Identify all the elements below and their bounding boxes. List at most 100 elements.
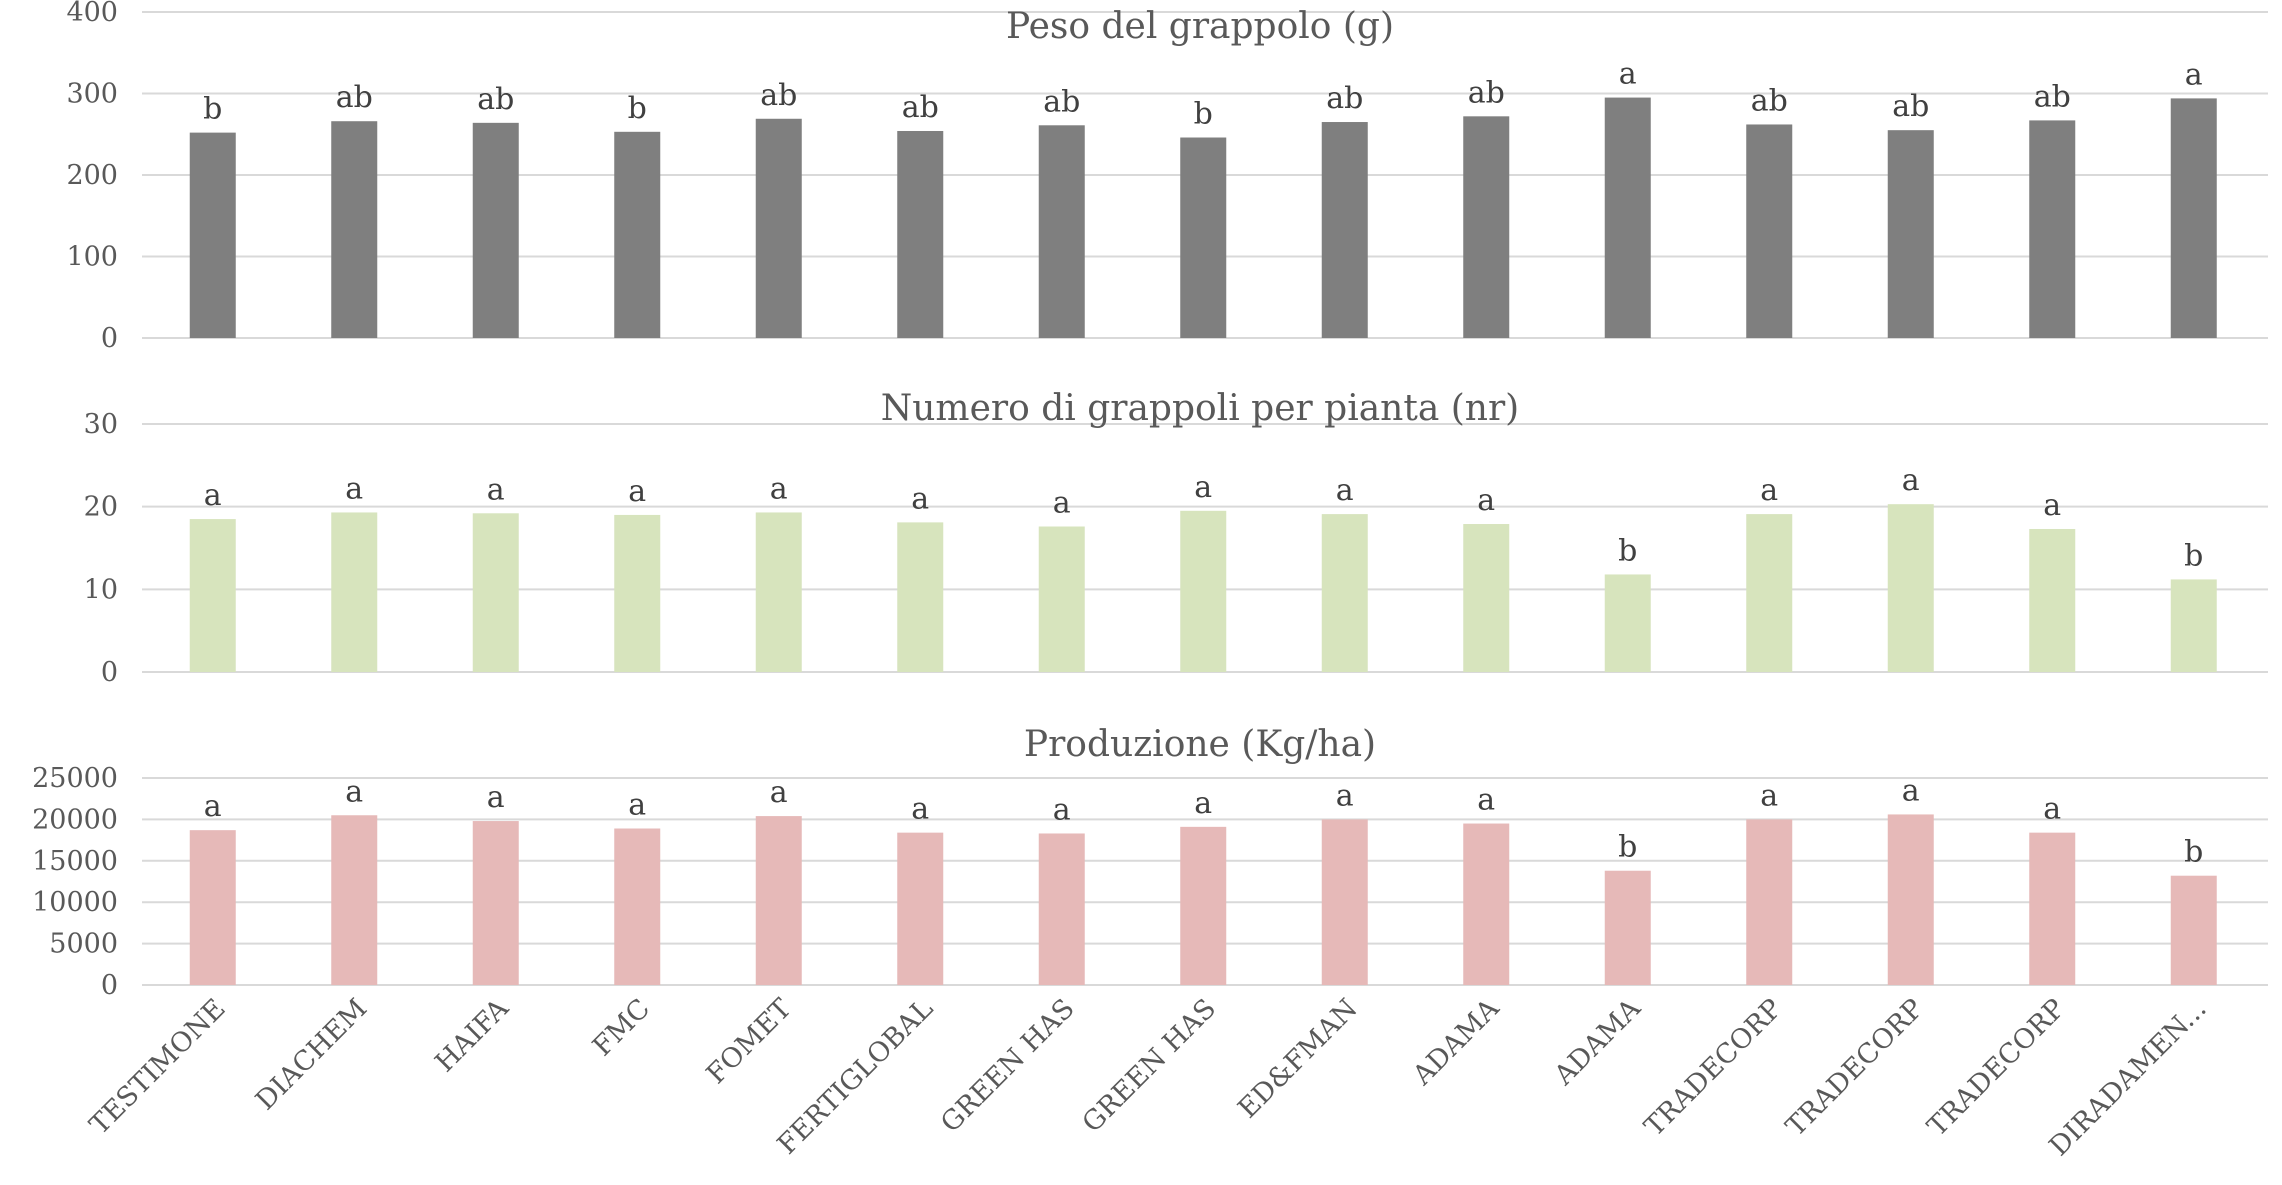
bar-3-13: [1887, 814, 1934, 985]
y-tick-label-3: 15000: [32, 846, 118, 877]
bar-2-5: [755, 512, 802, 672]
bar-1-15: [2170, 98, 2217, 338]
y-tick-label-2: 20: [84, 492, 118, 523]
bar-3-2: [331, 815, 378, 985]
data-label-1-6: ab: [902, 90, 939, 125]
bar-2-10: [1463, 524, 1510, 672]
bar-1-8: [1180, 137, 1227, 338]
category-label-14: TRADECORP: [1922, 993, 2072, 1143]
data-label-2-13: a: [1902, 463, 1920, 498]
data-label-3-7: a: [1053, 792, 1071, 827]
bar-3-8: [1180, 826, 1227, 985]
data-label-1-3: ab: [477, 82, 514, 117]
data-label-3-4: a: [628, 788, 646, 823]
data-label-1-12: ab: [1751, 83, 1788, 118]
y-tick-label-3: 0: [101, 970, 118, 1001]
data-label-1-14: ab: [2034, 79, 2071, 114]
data-label-2-5: a: [770, 471, 788, 506]
data-label-3-14: a: [2043, 792, 2061, 827]
y-tick-label-1: 0: [101, 323, 118, 354]
category-label-3: HAIFA: [429, 993, 515, 1079]
data-label-1-8: b: [1194, 97, 1213, 132]
bar-2-6: [897, 522, 944, 672]
bar-3-10: [1463, 823, 1510, 985]
bar-1-6: [897, 130, 944, 338]
category-label-7: GREEN HAS: [935, 993, 1081, 1139]
data-label-3-2: a: [345, 774, 363, 809]
category-label-9: ED&FMAN: [1232, 993, 1363, 1124]
data-label-3-5: a: [770, 775, 788, 810]
y-tick-label-3: 20000: [32, 804, 118, 835]
bar-1-11: [1604, 97, 1651, 338]
data-label-2-15: b: [2184, 538, 2203, 573]
data-label-3-13: a: [1902, 773, 1920, 808]
bar-1-1: [189, 132, 236, 338]
bar-3-3: [472, 821, 519, 985]
category-label-4: FMC: [587, 993, 656, 1062]
data-label-3-6: a: [911, 792, 929, 827]
bar-3-5: [755, 816, 802, 985]
bar-2-8: [1180, 510, 1227, 672]
chart-title-1: Peso del grappolo (g): [1006, 6, 1394, 47]
data-label-1-10: ab: [1468, 75, 1505, 110]
y-tick-label-2: 0: [101, 657, 118, 688]
data-label-3-1: a: [204, 789, 222, 824]
data-label-2-1: a: [204, 478, 222, 513]
bar-3-1: [189, 830, 236, 985]
bar-2-13: [1887, 504, 1934, 672]
bar-1-5: [755, 118, 802, 338]
category-label-15: DIRADAMEN...: [2043, 993, 2212, 1162]
data-label-1-13: ab: [1892, 89, 1929, 124]
data-label-1-7: ab: [1043, 84, 1080, 119]
bar-1-3: [472, 122, 519, 338]
y-tick-label-1: 100: [66, 242, 118, 273]
chart-title-3: Produzione (Kg/ha): [1024, 724, 1376, 765]
data-label-3-9: a: [1336, 778, 1354, 813]
category-label-12: TRADECORP: [1639, 993, 1789, 1143]
data-label-3-12: a: [1760, 778, 1778, 813]
category-label-6: FERTIGLOBAL: [772, 993, 940, 1161]
y-tick-label-3: 5000: [49, 929, 118, 960]
bar-2-11: [1604, 574, 1651, 672]
data-label-1-2: ab: [336, 80, 373, 115]
category-label-10: ADAMA: [1406, 993, 1505, 1092]
data-label-2-9: a: [1336, 473, 1354, 508]
category-label-2: DIACHEM: [250, 993, 373, 1116]
data-label-1-1: b: [203, 92, 222, 127]
bar-3-14: [2029, 832, 2076, 985]
data-label-2-10: a: [1477, 483, 1495, 518]
category-label-8: GREEN HAS: [1076, 993, 1222, 1139]
y-tick-label-2: 30: [84, 409, 118, 440]
bar-3-7: [1038, 833, 1085, 985]
data-label-1-15: a: [2185, 57, 2203, 92]
data-label-3-8: a: [1194, 786, 1212, 821]
data-label-3-3: a: [487, 780, 505, 815]
category-label-11: ADAMA: [1548, 993, 1647, 1092]
data-label-3-11: b: [1618, 830, 1637, 865]
data-label-2-6: a: [911, 481, 929, 516]
data-label-1-4: b: [628, 91, 647, 126]
data-label-1-11: a: [1619, 57, 1637, 92]
data-label-2-11: b: [1618, 533, 1637, 568]
y-tick-label-3: 25000: [32, 763, 118, 794]
bar-1-4: [614, 131, 661, 338]
y-tick-label-1: 200: [66, 160, 118, 191]
bar-3-6: [897, 832, 944, 985]
data-label-1-9: ab: [1326, 81, 1363, 116]
bar-2-15: [2170, 579, 2217, 672]
bar-2-12: [1746, 514, 1793, 672]
bar-2-3: [472, 513, 519, 672]
bar-1-9: [1321, 122, 1368, 339]
data-label-2-2: a: [345, 471, 363, 506]
y-tick-label-1: 300: [66, 79, 118, 110]
bar-2-14: [2029, 528, 2076, 672]
bar-1-13: [1887, 130, 1934, 338]
bar-1-12: [1746, 124, 1793, 338]
category-label-13: TRADECORP: [1780, 993, 1930, 1143]
bar-2-2: [331, 512, 378, 672]
data-label-2-4: a: [628, 474, 646, 509]
data-label-3-10: a: [1477, 783, 1495, 818]
bar-2-1: [189, 519, 236, 672]
y-tick-label-3: 10000: [32, 887, 118, 918]
